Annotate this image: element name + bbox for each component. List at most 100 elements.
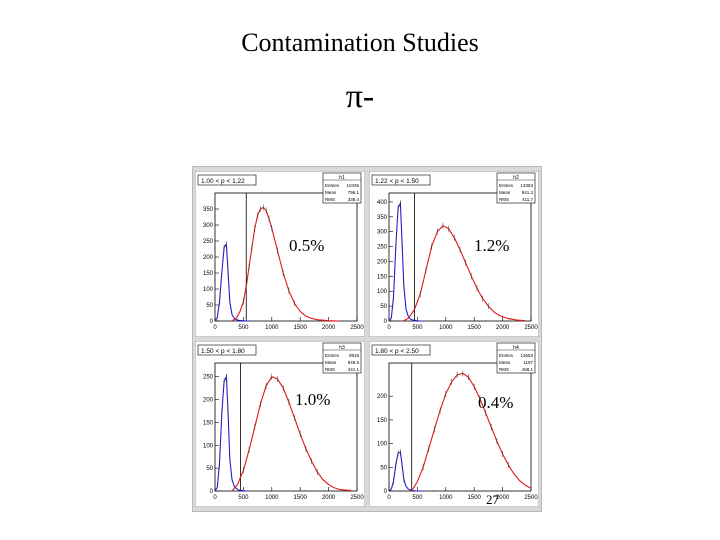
histogram-name: h4	[513, 345, 519, 351]
stat-label: RMS	[499, 367, 509, 372]
y-tick-label: 200	[377, 394, 388, 400]
stat-label: Entries	[499, 353, 514, 358]
x-tick-label: 0	[213, 325, 217, 331]
x-tick-label: 1500	[294, 325, 308, 331]
histogram-panel-h2: 1.22 < p < 1.50 h2 Entries 13353 Mean 941.3 RM…	[369, 171, 539, 337]
y-tick-label: 100	[377, 289, 388, 295]
x-tick-label: 500	[238, 495, 249, 501]
x-tick-label: 1500	[468, 495, 482, 501]
y-tick-label: 0	[384, 489, 388, 495]
stat-label: RMS	[499, 197, 509, 202]
x-tick-label: 1500	[294, 495, 308, 501]
stat-label: Mean	[325, 360, 337, 365]
plot-frame	[214, 362, 358, 492]
x-tick-label: 1500	[468, 325, 482, 331]
y-tick-label: 50	[380, 304, 387, 310]
stat-value: 338.4	[348, 197, 360, 202]
x-tick-label: 2500	[524, 325, 538, 331]
contamination-percent-h1: 0.5%	[289, 236, 325, 255]
stat-label: Entries	[325, 183, 340, 188]
range-label: 1.80 < p < 2.50	[375, 348, 419, 355]
y-tick-label: 200	[203, 255, 214, 261]
stat-value: 9818	[349, 353, 360, 358]
stats-box	[322, 342, 362, 374]
histogram-plot-h2: 1.22 < p < 1.50 h2 Entries 13353 Mean 941.3 RM…	[369, 171, 539, 337]
x-tick-label: 2500	[350, 495, 364, 501]
x-tick-label: 2000	[322, 325, 336, 331]
stats-box	[496, 172, 536, 204]
histogram-figure: 1.00 < p < 1.22 h1 Entries 10436 Mean 796.1 RM…	[192, 166, 542, 512]
histogram-name: h1	[339, 175, 345, 181]
y-tick-label: 0	[210, 319, 214, 325]
y-tick-label: 150	[203, 271, 214, 277]
x-tick-label: 500	[412, 495, 423, 501]
stat-label: Mean	[499, 360, 511, 365]
series-line	[231, 206, 341, 322]
histogram-plot-h4: 1.80 < p < 2.50 h4 Entries 13653 Mean 1197 RMS…	[369, 341, 539, 507]
x-tick-label: 0	[213, 495, 217, 501]
x-tick-label: 2500	[350, 325, 364, 331]
x-tick-label: 2000	[496, 325, 510, 331]
stat-value: 468.1	[522, 367, 534, 372]
y-tick-label: 300	[377, 230, 388, 236]
x-tick-label: 2500	[524, 495, 538, 501]
x-tick-label: 1000	[265, 495, 279, 501]
stat-label: Mean	[325, 190, 337, 195]
y-tick-label: 300	[203, 223, 214, 229]
y-tick-label: 250	[377, 245, 388, 251]
histogram-panel-h3: 1.50 < p < 1.80 h3 Entries 9818 Mean 949.5 RMS…	[195, 341, 365, 507]
slide-number: 27	[486, 492, 499, 507]
histogram-panel-h4: 1.80 < p < 2.50 h4 Entries 13653 Mean 1197 RMS…	[369, 341, 539, 507]
y-tick-label: 50	[206, 303, 213, 309]
y-tick-label: 250	[203, 375, 214, 381]
plot-frame	[388, 192, 532, 322]
histogram-name: h3	[339, 345, 345, 351]
x-tick-label: 2000	[322, 495, 336, 501]
histogram-name: h2	[513, 175, 519, 181]
histogram-plot-h1: 1.00 < p < 1.22 h1 Entries 10436 Mean 796.1 RM…	[195, 171, 365, 337]
y-tick-label: 150	[377, 274, 388, 280]
stat-label: Entries	[325, 353, 340, 358]
y-tick-label: 250	[203, 239, 214, 245]
range-label-box	[371, 344, 431, 356]
x-tick-label: 1000	[439, 325, 453, 331]
x-tick-label: 1000	[265, 325, 279, 331]
page-subtitle: π-	[345, 78, 375, 115]
histogram-plot-h3: 1.50 < p < 1.80 h3 Entries 9818 Mean 949.5 RMS…	[195, 341, 365, 507]
range-label-box	[197, 344, 257, 356]
stats-box	[322, 172, 362, 204]
series-line	[411, 372, 532, 492]
y-tick-label: 0	[384, 319, 388, 325]
x-tick-label: 500	[238, 325, 249, 331]
stat-value: 13653	[520, 353, 533, 358]
stat-value: 949.5	[348, 360, 360, 365]
range-label-box	[197, 174, 257, 186]
y-tick-label: 150	[203, 420, 214, 426]
contamination-percent-h3: 1.0%	[295, 390, 331, 409]
stat-value: 411.7	[522, 197, 533, 202]
histogram-panel-h1: 1.00 < p < 1.22 h1 Entries 10436 Mean 796.1 RM…	[195, 171, 365, 337]
stat-value: 941.3	[522, 190, 534, 195]
plot-frame	[214, 192, 358, 322]
stat-value: 1197	[523, 360, 533, 365]
plot-frame	[388, 362, 532, 492]
contamination-percent-h4: 0.4%	[478, 393, 514, 412]
range-label: 1.50 < p < 1.80	[201, 348, 245, 355]
range-label-box	[371, 174, 431, 186]
contamination-percent-h2: 1.2%	[474, 236, 510, 255]
stat-label: Mean	[499, 190, 511, 195]
x-tick-label: 1000	[439, 495, 453, 501]
stats-box	[496, 342, 536, 374]
x-tick-label: 500	[412, 325, 423, 331]
y-tick-label: 100	[377, 442, 388, 448]
stat-label: RMS	[325, 367, 335, 372]
y-tick-label: 200	[203, 398, 214, 404]
y-tick-label: 200	[377, 259, 388, 265]
y-tick-label: 350	[203, 207, 214, 213]
stat-value: 10436	[346, 183, 359, 188]
stat-value: 441.1	[348, 367, 360, 372]
y-tick-label: 350	[377, 215, 388, 221]
x-tick-label: 0	[387, 325, 391, 331]
range-label: 1.22 < p < 1.50	[375, 178, 419, 185]
y-tick-label: 400	[377, 200, 388, 206]
